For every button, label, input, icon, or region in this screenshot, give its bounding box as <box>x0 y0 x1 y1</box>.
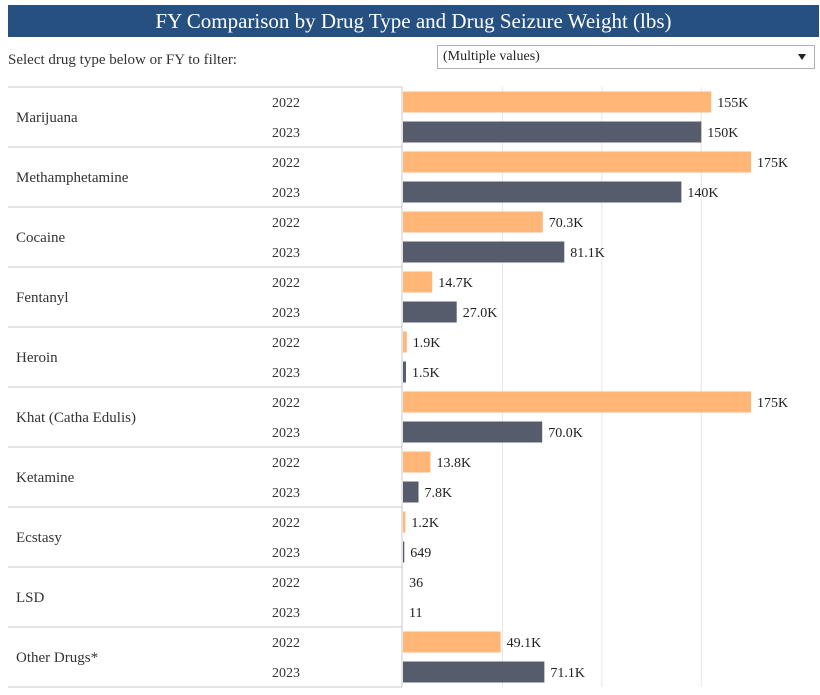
data-label: 13.8K <box>436 456 471 471</box>
fiscal-year-label[interactable]: 2022 <box>272 276 300 291</box>
bar-fy2022[interactable] <box>403 211 543 233</box>
fiscal-year-label[interactable]: 2022 <box>272 576 300 591</box>
fiscal-year-label[interactable]: 2023 <box>272 306 300 321</box>
bar-fy2023[interactable] <box>403 241 565 263</box>
fiscal-year-label[interactable]: 2023 <box>272 366 300 381</box>
data-label: 36 <box>409 576 423 591</box>
page-title: FY Comparison by Drug Type and Drug Seiz… <box>155 8 672 33</box>
fiscal-year-label[interactable]: 2023 <box>272 126 300 141</box>
fiscal-year-label[interactable]: 2022 <box>272 636 300 651</box>
bar-fy2023[interactable] <box>403 121 702 143</box>
bar-fy2022[interactable] <box>403 631 501 653</box>
title-bar: FY Comparison by Drug Type and Drug Seiz… <box>8 5 819 37</box>
bar-fy2022[interactable] <box>403 331 407 353</box>
data-label: 1.5K <box>412 366 440 381</box>
fiscal-year-label[interactable]: 2023 <box>272 246 300 261</box>
drug-type-filter-dropdown[interactable]: (Multiple values) <box>437 45 815 69</box>
bar-fy2022[interactable] <box>403 451 431 473</box>
data-label: 155K <box>717 96 748 111</box>
data-label: 1.9K <box>413 336 441 351</box>
category-label[interactable]: Other Drugs* <box>16 650 98 666</box>
fiscal-year-label[interactable]: 2022 <box>272 336 300 351</box>
category-label[interactable]: LSD <box>16 590 45 606</box>
fiscal-year-label[interactable]: 2023 <box>272 486 300 501</box>
bar-fy2022[interactable] <box>403 151 751 173</box>
bar-fy2023[interactable] <box>403 421 543 443</box>
bar-fy2022[interactable] <box>403 511 406 533</box>
filter-label: Select drug type below or FY to filter: <box>8 52 237 68</box>
data-label: 140K <box>687 186 718 201</box>
bar-fy2023[interactable] <box>403 301 457 323</box>
bar-fy2023[interactable] <box>403 661 545 683</box>
bar-fy2022[interactable] <box>403 91 712 113</box>
fiscal-year-label[interactable]: 2022 <box>272 396 300 411</box>
category-label[interactable]: Marijuana <box>16 110 78 126</box>
data-label: 49.1K <box>507 636 542 651</box>
fiscal-year-label[interactable]: 2022 <box>272 156 300 171</box>
data-label: 14.7K <box>438 276 473 291</box>
data-label: 71.1K <box>550 666 585 681</box>
bar-fy2023[interactable] <box>403 181 682 203</box>
data-label: 150K <box>707 126 738 141</box>
category-label[interactable]: Khat (Catha Edulis) <box>16 410 136 426</box>
bar-fy2023[interactable] <box>403 481 419 503</box>
data-label: 70.3K <box>549 216 584 231</box>
fiscal-year-label[interactable]: 2023 <box>272 426 300 441</box>
filter-selected-value: (Multiple values) <box>443 49 540 64</box>
data-label: 11 <box>409 606 422 621</box>
category-label[interactable]: Methamphetamine <box>16 170 129 186</box>
category-label[interactable]: Cocaine <box>16 230 65 246</box>
fiscal-year-label[interactable]: 2022 <box>272 216 300 231</box>
fiscal-year-label[interactable]: 2023 <box>272 186 300 201</box>
bar-fy2022[interactable] <box>403 271 433 293</box>
bar-fy2023[interactable] <box>403 361 406 383</box>
category-label[interactable]: Ecstasy <box>16 530 62 546</box>
fiscal-year-label[interactable]: 2023 <box>272 606 300 621</box>
fiscal-year-label[interactable]: 2022 <box>272 456 300 471</box>
fiscal-year-label[interactable]: 2023 <box>272 546 300 561</box>
data-label: 175K <box>757 156 788 171</box>
data-label: 649 <box>410 546 431 561</box>
data-label: 81.1K <box>570 246 605 261</box>
data-label: 70.0K <box>548 426 583 441</box>
chevron-down-icon <box>798 54 806 60</box>
bar-fy2023[interactable] <box>403 541 405 563</box>
data-label: 1.2K <box>411 516 439 531</box>
data-label: 7.8K <box>425 486 453 501</box>
category-label[interactable]: Ketamine <box>16 470 75 486</box>
category-label[interactable]: Heroin <box>16 350 58 366</box>
data-label: 175K <box>757 396 788 411</box>
fiscal-year-label[interactable]: 2023 <box>272 666 300 681</box>
bar-fy2022[interactable] <box>403 391 751 413</box>
fiscal-year-label[interactable]: 2022 <box>272 516 300 531</box>
data-label: 27.0K <box>463 306 498 321</box>
fiscal-year-label[interactable]: 2022 <box>272 96 300 111</box>
category-label[interactable]: Fentanyl <box>16 290 69 306</box>
